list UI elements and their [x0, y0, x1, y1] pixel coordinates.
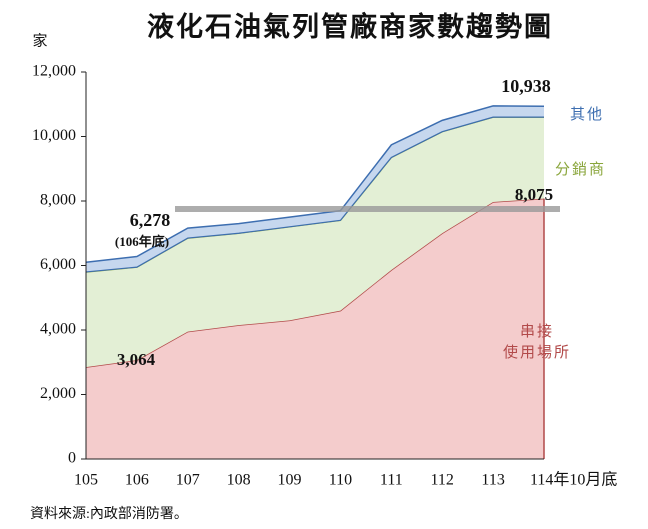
band-edge: [85, 116, 544, 273]
x-tick-label: 112: [431, 472, 454, 489]
chart-title: 液化石油氣列管廠商家數趨勢圖: [147, 11, 553, 42]
series-label: 其他: [570, 105, 605, 123]
area: [86, 105, 544, 272]
y-tick-label: 10,000: [32, 127, 76, 144]
x-tick-label: 106: [125, 472, 149, 489]
annotation: 6,278: [130, 210, 171, 230]
x-tick-label: 107: [176, 472, 200, 489]
series-label: 串接 使用場所: [503, 322, 572, 361]
series-label: 分銷商: [555, 160, 607, 178]
annotation: 3,064: [117, 350, 156, 369]
source: 資料來源:內政部消防署。: [30, 506, 188, 522]
x-tick-label: 105: [74, 472, 98, 489]
annotation: 8,075: [515, 185, 553, 204]
x-tick-label: 114年10月底: [530, 471, 617, 489]
x-tick-label: 110: [329, 472, 352, 489]
x-tick-label: 111: [380, 472, 403, 489]
y-tick-label: 2,000: [40, 385, 76, 402]
decor-bar: [175, 206, 560, 212]
area: [86, 117, 544, 368]
x-tick-label: 109: [278, 472, 302, 489]
annotation: 10,938: [501, 76, 551, 96]
y-tick-label: 8,000: [40, 192, 76, 209]
y-axis-label: 家: [32, 32, 47, 49]
y-tick-label: 6,000: [40, 256, 76, 273]
area: [86, 198, 544, 460]
y-tick-label: 12,000: [32, 63, 76, 80]
x-tick-label: 108: [227, 472, 251, 489]
y-tick-label: 4,000: [40, 321, 76, 338]
area-edge: [85, 105, 545, 264]
y-tick-label: 0: [68, 450, 76, 467]
x-tick-label: 113: [481, 472, 504, 489]
annotation: (106年底): [115, 234, 169, 249]
